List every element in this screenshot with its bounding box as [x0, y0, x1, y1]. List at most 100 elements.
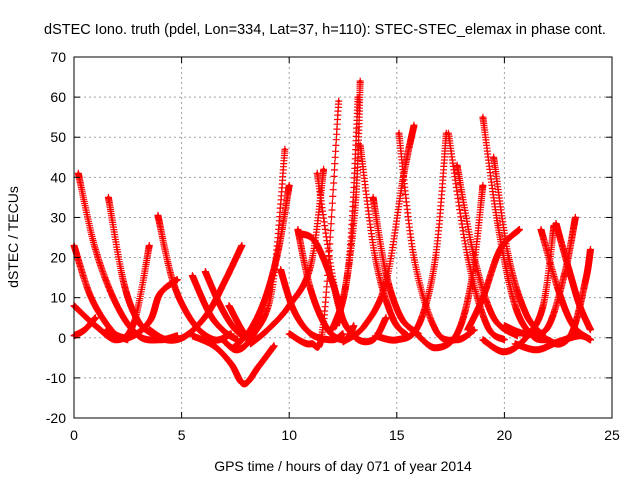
series-pass-27	[371, 129, 450, 344]
data-point	[371, 195, 375, 199]
data-point	[502, 324, 506, 328]
x-tick-label: 10	[281, 427, 297, 443]
data-point	[240, 244, 244, 248]
series-layer	[70, 77, 594, 388]
grid	[74, 57, 612, 418]
data-point	[524, 312, 528, 316]
data-point	[296, 227, 300, 231]
data-point	[588, 328, 592, 332]
data-point	[371, 338, 375, 342]
data-point	[481, 296, 485, 300]
data-point	[240, 328, 244, 332]
data-point	[446, 131, 450, 135]
series-pass-22	[333, 93, 362, 330]
data-point	[309, 288, 313, 292]
data-point	[492, 155, 496, 159]
data-point	[218, 304, 222, 308]
series-pass-11	[188, 332, 278, 388]
series-pass-08	[145, 242, 246, 344]
data-point	[171, 280, 175, 284]
data-point	[89, 296, 93, 300]
data-point	[335, 296, 339, 300]
x-tick-label: 25	[604, 427, 620, 443]
data-point	[208, 312, 212, 316]
data-point	[412, 256, 416, 260]
data-point	[236, 348, 240, 352]
data-point	[556, 340, 560, 344]
data-point	[165, 338, 169, 342]
data-point	[571, 328, 575, 332]
y-tick-label: -20	[46, 410, 66, 426]
data-point	[416, 324, 420, 328]
data-point	[466, 328, 470, 332]
data-point	[363, 324, 367, 328]
series-pass-14	[231, 181, 293, 350]
chart-title: dSTEC Iono. truth (pdel, Lon=334, Lat=37…	[44, 22, 606, 38]
data-point	[524, 332, 528, 336]
x-tick-label: 5	[178, 427, 186, 443]
data-point	[184, 334, 188, 338]
data-point	[588, 248, 592, 252]
series-pass-26	[395, 129, 478, 344]
data-point	[94, 248, 98, 252]
data-point	[94, 316, 98, 320]
data-point	[472, 328, 476, 332]
data-point	[485, 324, 489, 328]
y-tick-label: 10	[50, 290, 66, 306]
data-point	[203, 270, 207, 274]
data-point	[373, 256, 377, 260]
data-point	[266, 328, 270, 332]
data-point	[513, 342, 517, 346]
data-point	[481, 183, 485, 187]
data-point	[147, 320, 151, 324]
data-point	[492, 316, 496, 320]
data-point	[358, 79, 362, 83]
data-point	[276, 248, 280, 252]
data-point	[298, 231, 302, 235]
data-point	[272, 344, 276, 348]
series-pass-09	[188, 272, 242, 344]
data-point	[588, 338, 592, 342]
data-point	[554, 221, 558, 225]
data-point	[481, 338, 485, 342]
data-point	[279, 268, 283, 272]
data-point	[233, 328, 237, 332]
data-point	[242, 382, 246, 386]
series-pass-39	[511, 332, 594, 354]
data-point	[223, 280, 227, 284]
data-point	[416, 334, 420, 338]
data-point	[330, 328, 334, 332]
data-point	[541, 304, 545, 308]
series-pass-23	[356, 141, 412, 340]
data-point	[309, 342, 313, 346]
data-point	[470, 276, 474, 280]
data-point	[309, 332, 313, 336]
y-tick-label: 40	[50, 169, 66, 185]
data-point	[322, 320, 326, 324]
plot-frame	[73, 56, 613, 419]
data-point	[578, 334, 582, 338]
series-pass-13	[221, 145, 289, 354]
data-point	[190, 274, 194, 278]
data-point	[190, 320, 194, 324]
data-point	[212, 344, 216, 348]
data-point	[341, 340, 345, 344]
data-point	[545, 326, 549, 330]
data-point	[434, 256, 438, 260]
series-pass-03	[74, 169, 181, 344]
series-pass-31	[414, 181, 487, 352]
data-point	[190, 334, 194, 338]
data-point	[434, 328, 438, 332]
marker-trail	[74, 169, 181, 344]
data-point	[502, 338, 506, 342]
data-point	[283, 147, 287, 151]
data-point	[384, 316, 388, 320]
axis-ticks: 0 5 10 15 20 25 -20 -10 0 10 20 30 40 50 60 70	[46, 49, 620, 443]
data-point	[539, 227, 543, 231]
data-point	[347, 256, 351, 260]
data-point	[94, 324, 98, 328]
data-point	[147, 328, 151, 332]
data-point	[466, 256, 470, 260]
data-point	[106, 195, 110, 199]
